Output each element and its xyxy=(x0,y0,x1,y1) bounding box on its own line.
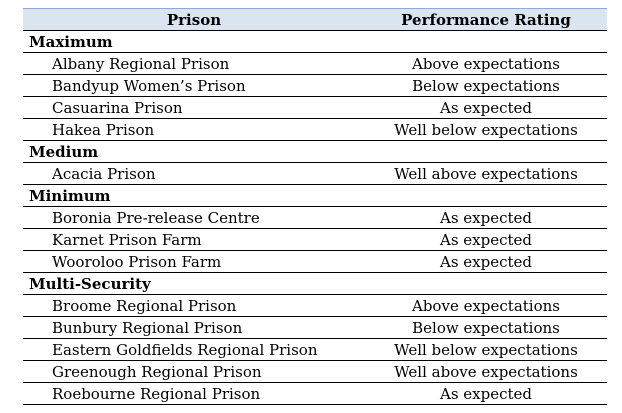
table-header: Prison Performance Rating xyxy=(23,8,607,31)
table-row: Albany Regional Prison Above expectation… xyxy=(23,52,607,75)
category-row-maximum: Maximum xyxy=(23,30,607,53)
prison-performance-table: Prison Performance Rating Maximum Albany… xyxy=(23,8,607,405)
prison-name: Bandyup Women’s Prison xyxy=(23,74,365,97)
category-row-multi-security: Multi-Security xyxy=(23,272,607,295)
performance-rating: Well above expectations xyxy=(365,360,607,383)
prison-name: Broome Regional Prison xyxy=(23,294,365,317)
table-row: Roebourne Regional Prison As expected xyxy=(23,382,607,405)
category-row-medium: Medium xyxy=(23,140,607,163)
performance-rating: As expected xyxy=(365,382,607,405)
category-empty-cell xyxy=(365,140,607,163)
category-label: Medium xyxy=(23,140,365,163)
header-performance-rating: Performance Rating xyxy=(365,8,607,31)
table-row: Acacia Prison Well above expectations xyxy=(23,162,607,185)
performance-rating: Well above expectations xyxy=(365,162,607,185)
performance-rating: As expected xyxy=(365,206,607,229)
prison-name: Acacia Prison xyxy=(23,162,365,185)
performance-rating: Below expectations xyxy=(365,316,607,339)
performance-rating: Above expectations xyxy=(365,294,607,317)
performance-rating: Above expectations xyxy=(365,52,607,75)
table-row: Boronia Pre-release Centre As expected xyxy=(23,206,607,229)
category-label: Minimum xyxy=(23,184,365,207)
prison-name: Roebourne Regional Prison xyxy=(23,382,365,405)
performance-rating: Below expectations xyxy=(365,74,607,97)
prison-name: Bunbury Regional Prison xyxy=(23,316,365,339)
category-empty-cell xyxy=(365,30,607,53)
table-row: Bunbury Regional Prison Below expectatio… xyxy=(23,316,607,339)
table-row: Casuarina Prison As expected xyxy=(23,96,607,119)
performance-rating: As expected xyxy=(365,96,607,119)
prison-name: Casuarina Prison xyxy=(23,96,365,119)
category-empty-cell xyxy=(365,272,607,295)
category-label: Maximum xyxy=(23,30,365,53)
prison-name: Boronia Pre-release Centre xyxy=(23,206,365,229)
table-body: Maximum Albany Regional Prison Above exp… xyxy=(23,30,607,405)
performance-rating: Well below expectations xyxy=(365,338,607,361)
prison-name: Eastern Goldfields Regional Prison xyxy=(23,338,365,361)
prison-name: Greenough Regional Prison xyxy=(23,360,365,383)
prison-name: Wooroloo Prison Farm xyxy=(23,250,365,273)
performance-rating: Well below expectations xyxy=(365,118,607,141)
header-row: Prison Performance Rating xyxy=(23,8,607,31)
category-empty-cell xyxy=(365,184,607,207)
table-row: Karnet Prison Farm As expected xyxy=(23,228,607,251)
category-row-minimum: Minimum xyxy=(23,184,607,207)
table-row: Greenough Regional Prison Well above exp… xyxy=(23,360,607,383)
table-row: Wooroloo Prison Farm As expected xyxy=(23,250,607,273)
prison-name: Karnet Prison Farm xyxy=(23,228,365,251)
table-row: Hakea Prison Well below expectations xyxy=(23,118,607,141)
prison-name: Albany Regional Prison xyxy=(23,52,365,75)
performance-rating: As expected xyxy=(365,250,607,273)
table-row: Eastern Goldfields Regional Prison Well … xyxy=(23,338,607,361)
prison-name: Hakea Prison xyxy=(23,118,365,141)
category-label: Multi-Security xyxy=(23,272,365,295)
performance-rating: As expected xyxy=(365,228,607,251)
header-prison: Prison xyxy=(23,8,365,31)
table-row: Broome Regional Prison Above expectation… xyxy=(23,294,607,317)
table-row: Bandyup Women’s Prison Below expectation… xyxy=(23,74,607,97)
